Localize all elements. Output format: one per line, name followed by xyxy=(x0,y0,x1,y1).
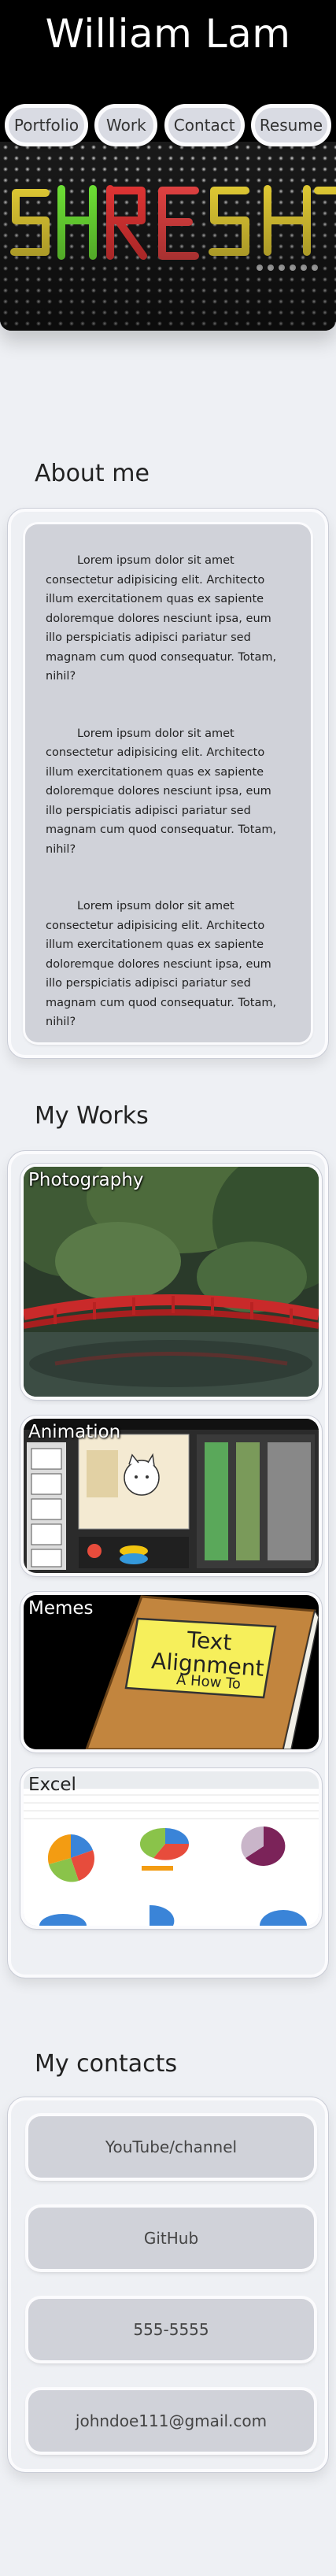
contact-email-button[interactable]: johndoe111@gmail.com xyxy=(28,2390,314,2452)
about-card: Lorem ipsum dolor sit amet consectetur a… xyxy=(8,509,328,1058)
work-animation-label: Animation xyxy=(28,1422,121,1442)
contacts-card: YouTube/channel GitHub 555-5555 johndoe1… xyxy=(8,2097,328,2472)
photography-image xyxy=(24,1167,319,1397)
work-excel-tile[interactable]: Excel xyxy=(24,1771,319,1926)
nav-resume-button[interactable]: Resume xyxy=(250,104,331,146)
header: William Lam Portfolio Work Contact Resum… xyxy=(0,0,336,331)
works-heading: My Works xyxy=(35,1102,149,1130)
contact-phone-button[interactable]: 555-5555 xyxy=(28,2299,314,2360)
about-paragraph-1: Lorem ipsum dolor sit amet consectetur a… xyxy=(46,554,277,683)
work-photography-tile[interactable]: Photography xyxy=(24,1167,319,1397)
about-text-panel: Lorem ipsum dolor sit amet consectetur a… xyxy=(25,524,311,1042)
about-heading: About me xyxy=(35,460,150,487)
works-card: Photography xyxy=(8,1151,328,1978)
contacts-heading: My contacts xyxy=(35,2050,178,2078)
work-excel-label: Excel xyxy=(28,1775,76,1795)
nav-work-button[interactable]: Work xyxy=(94,104,158,146)
memes-image xyxy=(24,1595,319,1749)
contact-github-button[interactable]: GitHub xyxy=(28,2208,314,2269)
excel-image xyxy=(24,1771,319,1926)
about-paragraph-3: Lorem ipsum dolor sit amet consectetur a… xyxy=(46,900,277,1028)
nav-contact-button[interactable]: Contact xyxy=(164,104,245,146)
nav-portfolio-button[interactable]: Portfolio xyxy=(5,104,88,146)
work-photography-label: Photography xyxy=(28,1170,144,1190)
about-paragraph-2: Lorem ipsum dolor sit amet consectetur a… xyxy=(46,727,277,856)
contact-youtube-button[interactable]: YouTube/channel xyxy=(28,2116,314,2178)
animation-image xyxy=(24,1419,319,1573)
work-animation-tile[interactable]: Animation xyxy=(24,1419,319,1573)
work-memes-label: Memes xyxy=(28,1598,94,1619)
led-banner-image xyxy=(0,142,336,331)
nav-bar: Portfolio Work Contact Resume xyxy=(5,104,331,146)
work-memes-tile[interactable]: Memes Text Alignment A How To xyxy=(24,1595,319,1749)
site-title: William Lam xyxy=(45,11,291,57)
